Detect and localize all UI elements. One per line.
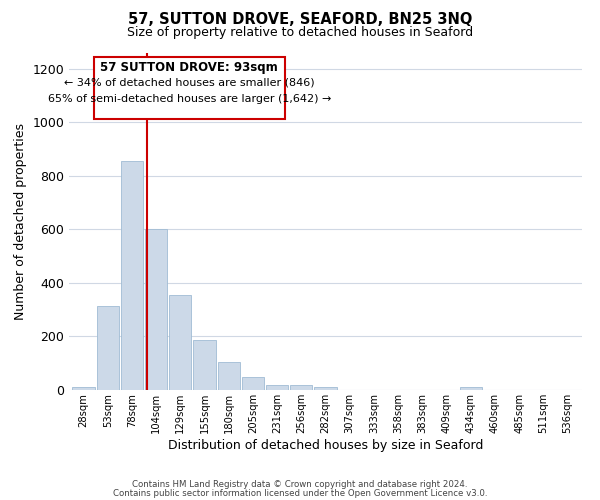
Bar — [73, 387, 95, 390]
Text: 57 SUTTON DROVE: 93sqm: 57 SUTTON DROVE: 93sqm — [100, 60, 278, 74]
Bar — [266, 384, 288, 390]
Bar — [121, 161, 143, 390]
Text: Contains public sector information licensed under the Open Government Licence v3: Contains public sector information licen… — [113, 488, 487, 498]
Bar — [193, 340, 215, 390]
X-axis label: Distribution of detached houses by size in Seaford: Distribution of detached houses by size … — [168, 438, 483, 452]
Bar — [169, 295, 191, 390]
Y-axis label: Number of detached properties: Number of detached properties — [14, 122, 27, 320]
Text: 57, SUTTON DROVE, SEAFORD, BN25 3NQ: 57, SUTTON DROVE, SEAFORD, BN25 3NQ — [128, 12, 472, 28]
Text: ← 34% of detached houses are smaller (846): ← 34% of detached houses are smaller (84… — [64, 78, 314, 88]
Bar — [97, 306, 119, 390]
Bar — [460, 388, 482, 390]
Bar — [145, 230, 167, 390]
Bar — [242, 378, 264, 390]
FancyBboxPatch shape — [94, 56, 285, 120]
Bar — [218, 362, 240, 390]
Text: 65% of semi-detached houses are larger (1,642) →: 65% of semi-detached houses are larger (… — [47, 94, 331, 104]
Bar — [314, 387, 337, 390]
Bar — [290, 384, 313, 390]
Text: Size of property relative to detached houses in Seaford: Size of property relative to detached ho… — [127, 26, 473, 39]
Text: Contains HM Land Registry data © Crown copyright and database right 2024.: Contains HM Land Registry data © Crown c… — [132, 480, 468, 489]
